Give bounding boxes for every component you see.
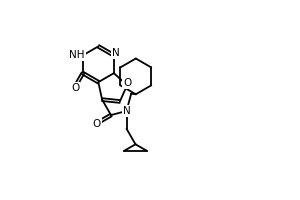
Text: N: N [112,48,119,58]
Text: O: O [71,83,80,93]
Text: O: O [123,78,131,88]
Text: NH: NH [69,50,85,60]
Text: O: O [93,119,101,129]
Text: N: N [123,106,130,116]
